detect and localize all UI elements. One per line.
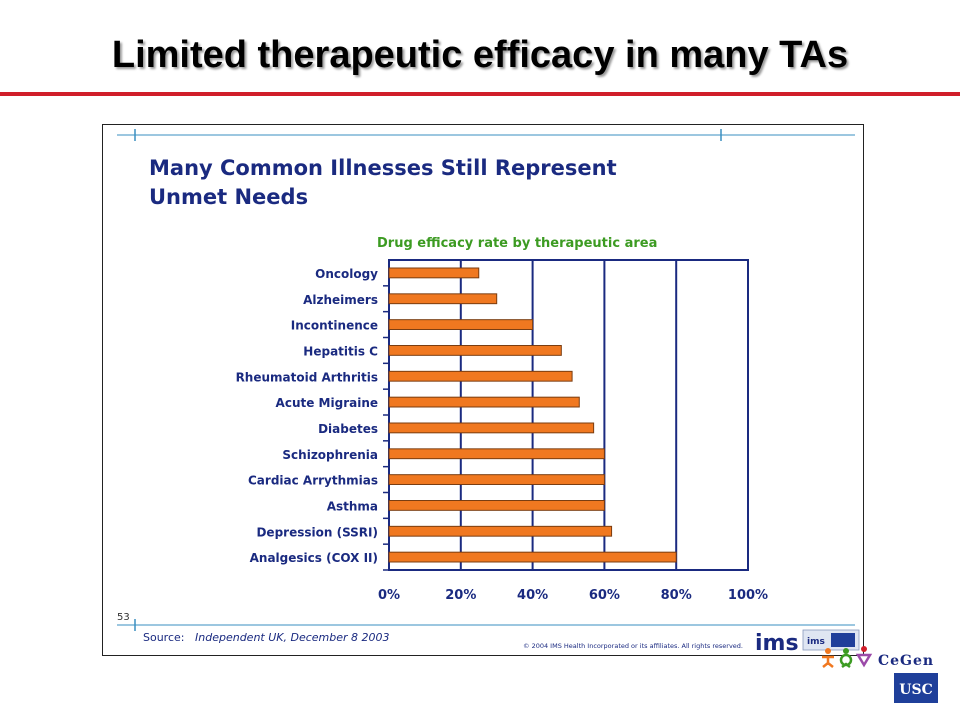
category-label: Cardiac Arrythmias [248,474,378,488]
plot-area: Oncology Alzheimers Incontinence Hepatitis … [236,259,768,603]
bar [388,370,573,382]
category-label: Schizophrenia [282,448,378,462]
x-tick-label: 100% [728,588,768,603]
chart-canvas: Many Common Illnesses Still Represent Un… [117,129,860,656]
ims-eu-badge: ims [802,629,860,651]
plot-frame [388,259,749,571]
y-tick-marks [383,285,389,571]
chart-figure: Many Common Illnesses Still Represent Un… [102,124,864,656]
chart-title: Drug efficacy rate by therapeutic area [377,236,657,251]
page-number: 53 [117,612,130,623]
eu-flag-icon [831,633,855,647]
bar [388,500,605,511]
ims-small-logo: ims [807,637,825,647]
category-label: Hepatitis C [303,344,378,358]
bar [388,551,677,563]
slide-title: Limited therapeutic efficacy in many TAs [111,34,849,76]
ims-logo: ims [755,631,799,656]
people-figures-icon [822,646,873,668]
usc-logo-text: USC [899,682,932,698]
figure-heading-line1: Many Common Illnesses Still Represent [149,156,617,180]
category-labels: Oncology Alzheimers Incontinence Hepatitis … [236,267,379,565]
bar [388,293,498,305]
bar [388,267,480,279]
category-label: Acute Migraine [276,396,378,410]
title-divider [0,92,960,96]
usc-logo: USC [894,673,938,703]
bar [388,474,605,485]
bars-group [388,267,677,563]
source-label: Source: [143,631,185,644]
category-label: Rheumatoid Arthritis [236,370,378,384]
cegen-logo: CeGen [878,653,934,669]
bar [388,319,534,330]
x-tick-label: 0% [378,588,400,603]
gridlines [459,260,678,570]
category-label: Alzheimers [303,293,378,307]
bar [388,396,580,408]
x-tick-label: 80% [661,588,692,603]
source-text: Independent UK, December 8 2003 [195,631,390,644]
category-label: Oncology [315,267,378,281]
category-label: Depression (SSRI) [256,525,378,539]
bar [388,448,605,460]
figure-heading-line2: Unmet Needs [149,185,308,209]
category-label: Diabetes [318,422,378,436]
copyright-text: © 2004 IMS Health Incorporated or its af… [523,642,743,650]
bar [388,422,595,434]
bar [388,525,613,537]
x-tick-label: 60% [589,588,620,603]
bar [388,345,562,356]
partner-logos: CeGen USC [818,645,960,720]
x-tick-labels: 0% 20% 40% 60% 80% 100% [378,588,768,603]
category-label: Asthma [327,499,378,513]
category-label: Analgesics (COX II) [250,551,378,565]
x-tick-label: 20% [445,588,476,603]
category-label: Incontinence [291,319,378,333]
x-tick-label: 40% [517,588,548,603]
